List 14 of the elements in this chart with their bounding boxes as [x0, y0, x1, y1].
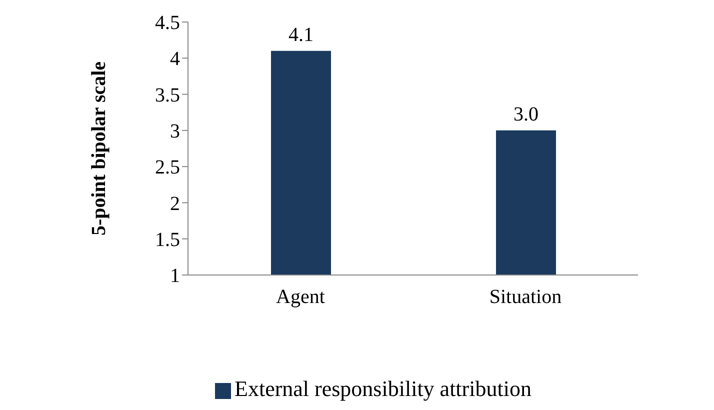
x-tick-label: Agent	[276, 286, 326, 308]
y-tick-label: 4.5	[155, 12, 180, 34]
y-tick-label: 2	[170, 192, 180, 215]
data-label: 3.0	[514, 103, 538, 126]
y-tick-label: 1.5	[155, 228, 180, 251]
legend-label: External responsibility attribution	[234, 376, 532, 401]
y-tick-label: 4	[170, 48, 180, 70]
y-tick-label: 1	[170, 265, 180, 288]
data-label: 4.1	[288, 24, 314, 46]
y-tick-label: 3.5	[155, 84, 180, 106]
y-tick-label: 2.5	[155, 156, 180, 179]
x-tick-label: Situation	[489, 286, 562, 308]
y-tick-label: 3	[170, 120, 180, 143]
y-axis-title: 5-point bipolar scale	[88, 61, 110, 236]
